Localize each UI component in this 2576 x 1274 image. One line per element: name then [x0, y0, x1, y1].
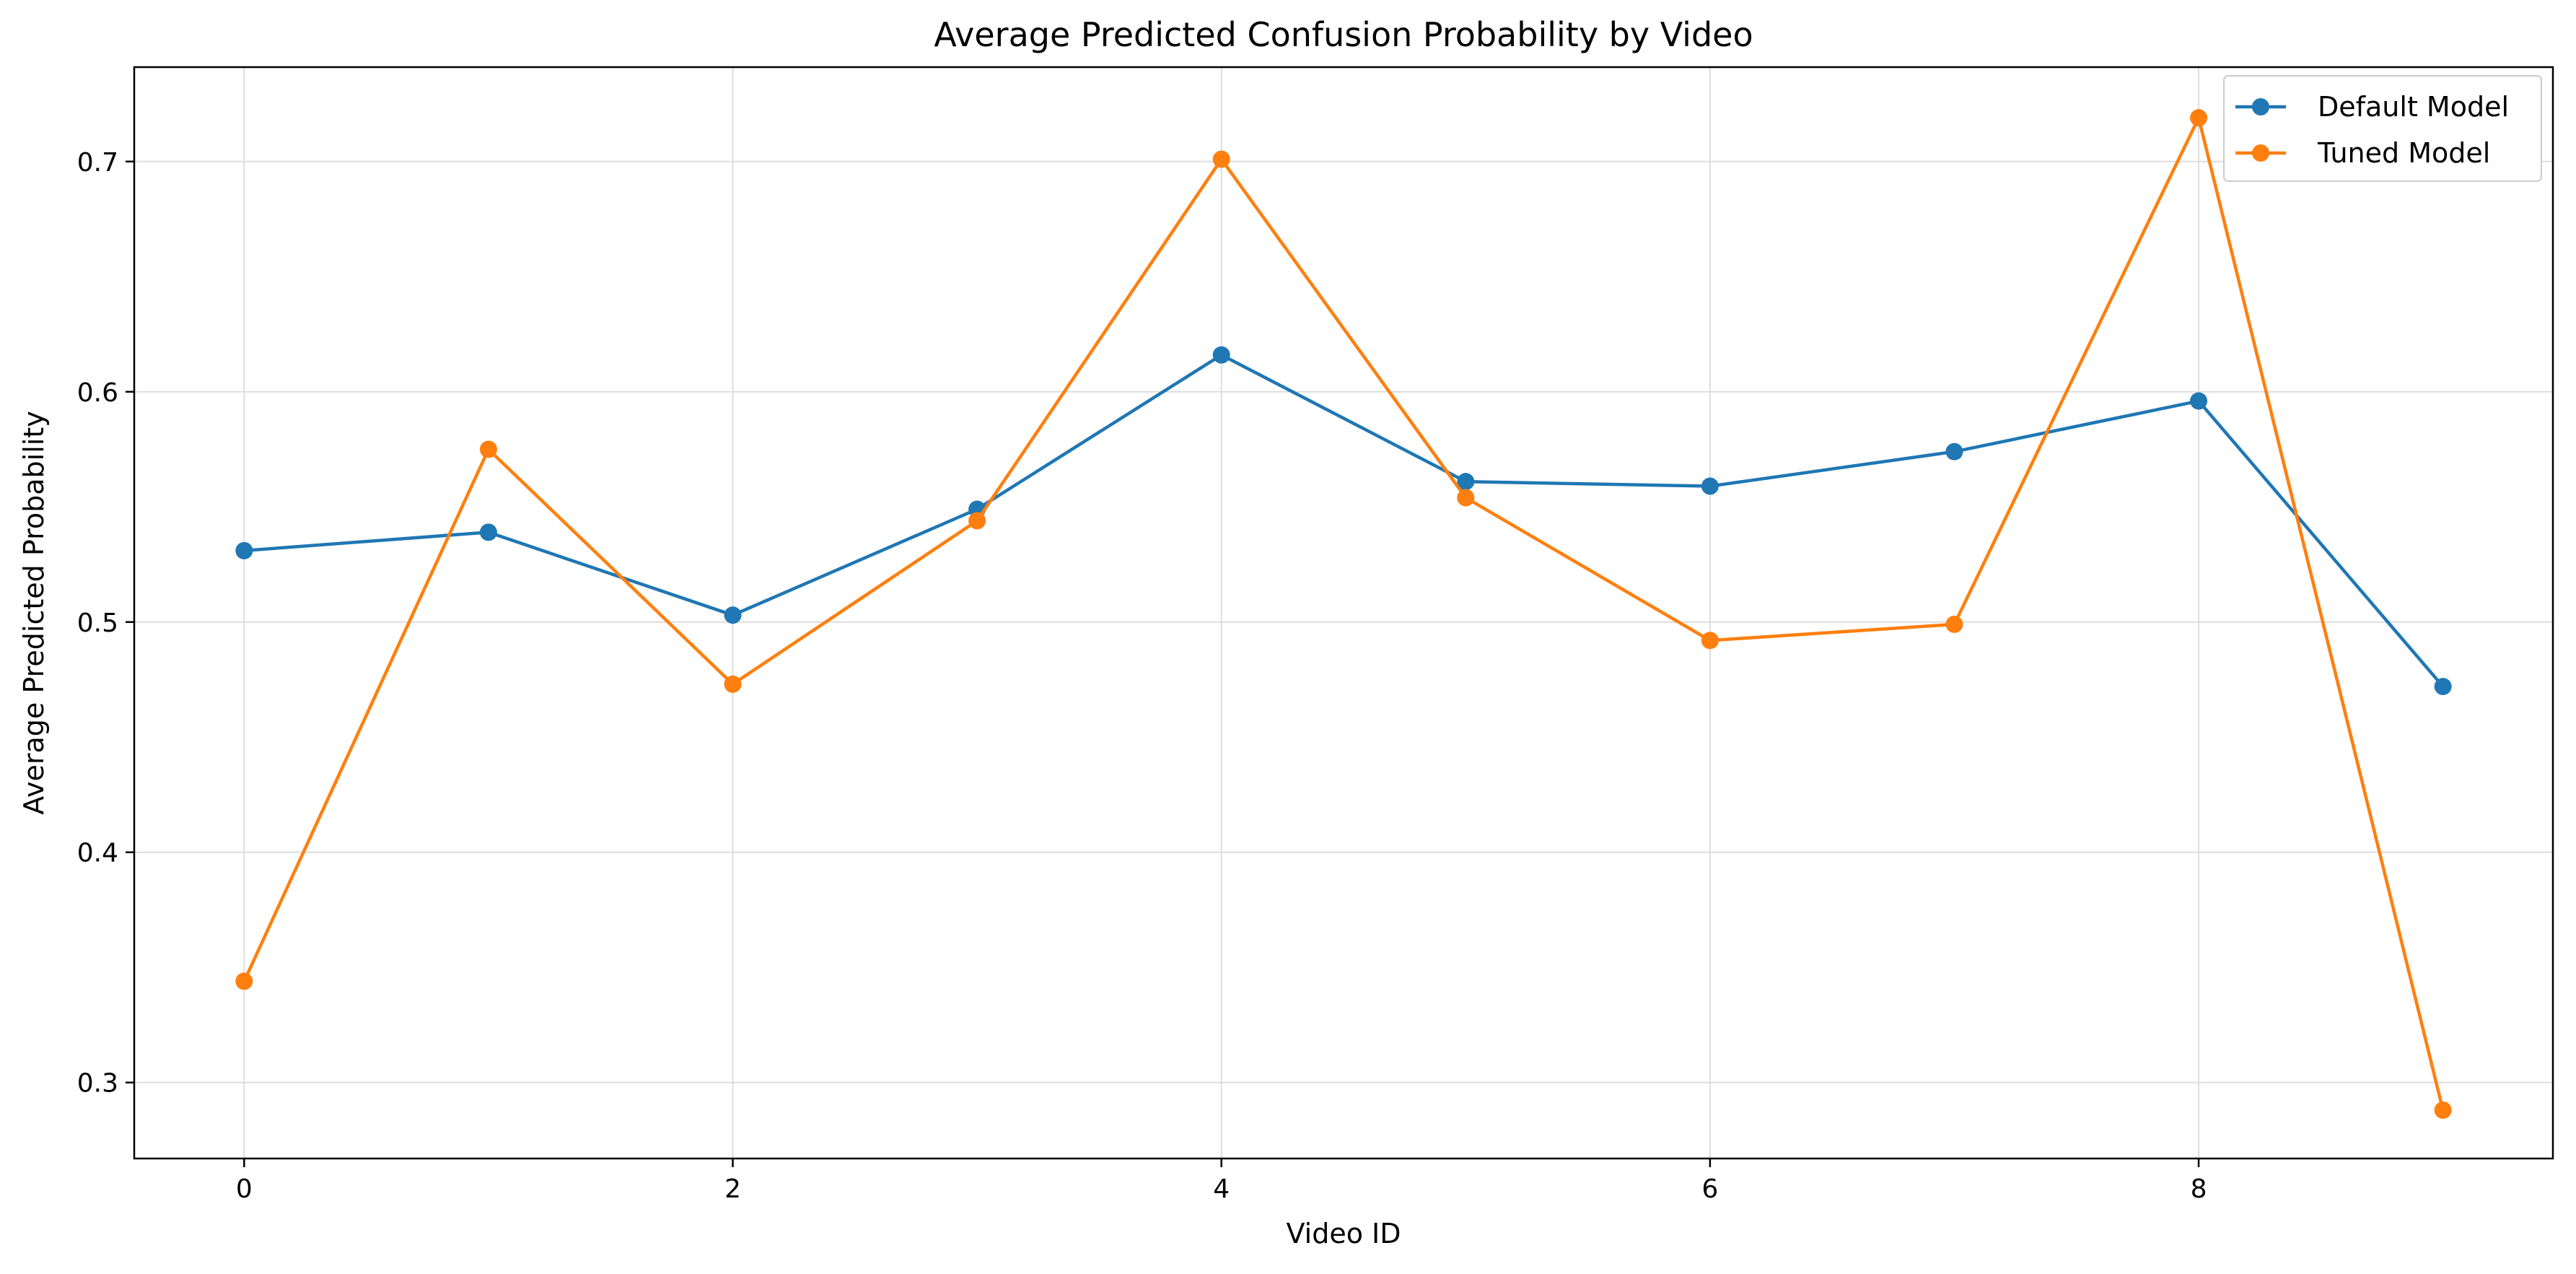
data-point-tuned-model — [724, 675, 742, 693]
data-point-default-model — [724, 606, 742, 624]
y-axis-label: Average Predicted Probability — [18, 411, 50, 814]
x-tick-label: 8 — [2191, 1174, 2207, 1204]
grid-lines — [134, 67, 2553, 1159]
series-tuned-model — [235, 109, 2452, 1120]
data-point-default-model — [1457, 473, 1475, 491]
data-point-default-model — [2434, 678, 2452, 696]
x-tick-label: 4 — [1213, 1174, 1230, 1204]
data-point-tuned-model — [479, 440, 497, 458]
axis-ticks: 0 2 4 6 8 0.3 0.4 0.5 0.6 0.7 — [77, 148, 2207, 1204]
legend-label: Tuned Model — [2317, 137, 2490, 169]
data-point-tuned-model — [1701, 632, 1719, 650]
data-point-default-model — [1212, 346, 1230, 364]
legend-marker — [2252, 144, 2269, 162]
y-tick-label: 0.4 — [77, 839, 118, 868]
data-point-tuned-model — [2190, 109, 2208, 127]
y-tick-label: 0.5 — [77, 608, 118, 638]
plot-frame — [133, 66, 2554, 1160]
data-point-tuned-model — [1212, 150, 1230, 168]
data-point-default-model — [479, 523, 497, 541]
data-point-tuned-model — [235, 972, 253, 990]
data-point-default-model — [1945, 442, 1963, 461]
series-layer — [235, 109, 2452, 1120]
legend-marker — [2252, 98, 2269, 115]
x-tick-label: 6 — [1701, 1174, 1718, 1204]
chart-title: Average Predicted Confusion Probability … — [934, 15, 1753, 54]
y-tick-label: 0.3 — [77, 1069, 118, 1099]
data-point-default-model — [235, 541, 253, 559]
x-tick-label: 2 — [724, 1174, 741, 1204]
y-tick-label: 0.7 — [77, 148, 118, 178]
series-line-default-model — [244, 353, 2445, 688]
x-tick-label: 0 — [236, 1174, 253, 1204]
data-point-tuned-model — [1457, 489, 1475, 507]
data-point-default-model — [2190, 392, 2208, 410]
data-point-tuned-model — [2434, 1101, 2452, 1120]
data-point-tuned-model — [1945, 615, 1963, 633]
series-default-model — [235, 346, 2452, 696]
y-tick-label: 0.6 — [77, 378, 118, 408]
legend-box — [2223, 75, 2542, 182]
legend: Default Model Tuned Model — [2223, 75, 2542, 182]
data-point-default-model — [1701, 477, 1719, 495]
series-line-tuned-model — [242, 115, 2445, 1111]
data-point-tuned-model — [968, 512, 986, 530]
legend-label: Default Model — [2318, 91, 2509, 123]
x-axis-label: Video ID — [1286, 1218, 1401, 1249]
